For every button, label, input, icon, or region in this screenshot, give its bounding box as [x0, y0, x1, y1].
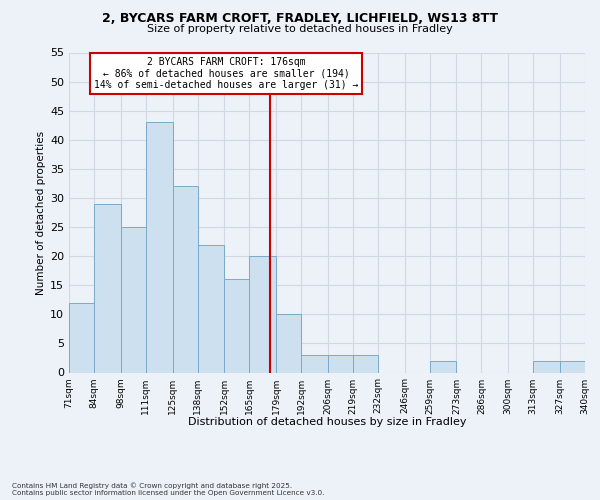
Bar	[197, 244, 224, 372]
Bar	[121, 227, 146, 372]
Text: Contains HM Land Registry data © Crown copyright and database right 2025.
Contai: Contains HM Land Registry data © Crown c…	[12, 482, 325, 496]
Bar	[250, 256, 276, 372]
Text: Size of property relative to detached houses in Fradley: Size of property relative to detached ho…	[147, 24, 453, 34]
Bar	[560, 361, 585, 372]
Bar	[430, 361, 457, 372]
Bar	[69, 302, 94, 372]
Bar	[301, 355, 328, 372]
Bar	[224, 280, 250, 372]
Bar	[353, 355, 378, 372]
Bar	[533, 361, 560, 372]
Text: 2 BYCARS FARM CROFT: 176sqm
← 86% of detached houses are smaller (194)
14% of se: 2 BYCARS FARM CROFT: 176sqm ← 86% of det…	[94, 58, 359, 90]
Text: 2, BYCARS FARM CROFT, FRADLEY, LICHFIELD, WS13 8TT: 2, BYCARS FARM CROFT, FRADLEY, LICHFIELD…	[102, 12, 498, 24]
Bar	[328, 355, 353, 372]
Bar	[146, 122, 173, 372]
Y-axis label: Number of detached properties: Number of detached properties	[36, 130, 46, 294]
Bar	[276, 314, 301, 372]
X-axis label: Distribution of detached houses by size in Fradley: Distribution of detached houses by size …	[188, 416, 466, 426]
Bar	[94, 204, 121, 372]
Bar	[173, 186, 197, 372]
